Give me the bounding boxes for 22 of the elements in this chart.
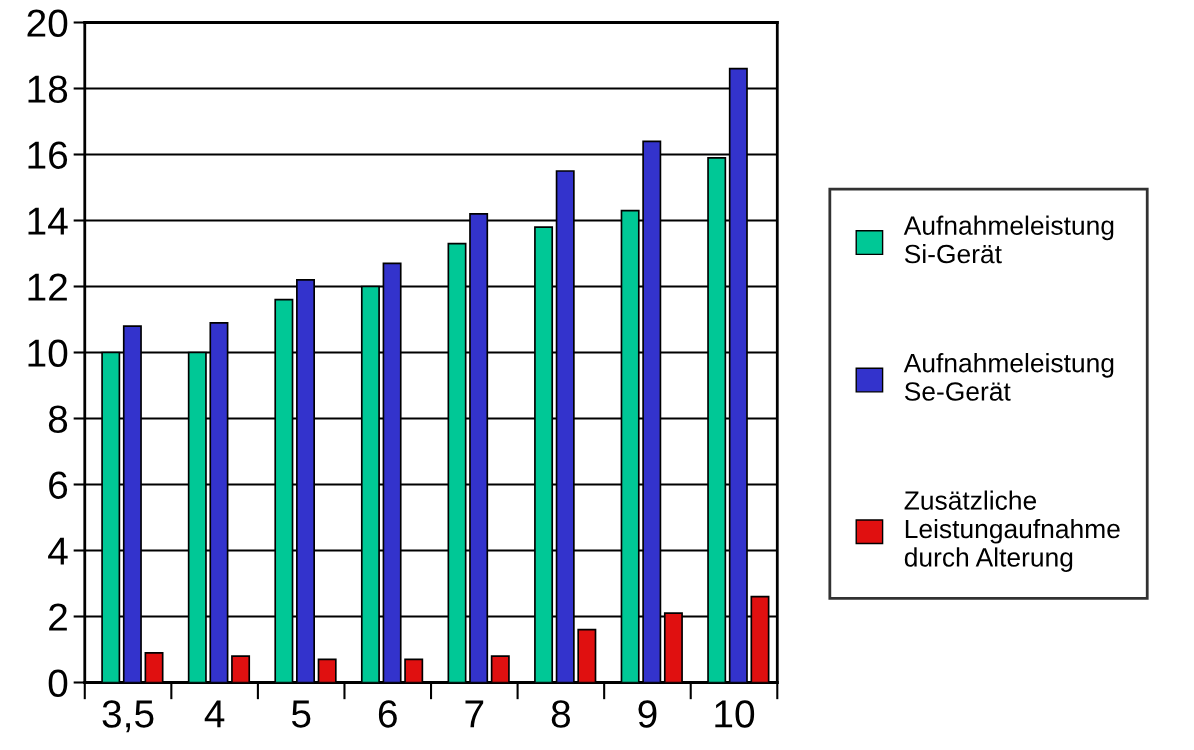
y-tick-label: 14 <box>28 207 68 235</box>
x-tick-label: 8 <box>551 700 571 728</box>
x-tick-label: 5 <box>291 700 311 728</box>
x-tick-label: 9 <box>638 700 657 728</box>
x-tick-label: 10 <box>715 700 755 728</box>
legend-label: Aufnahmeleistung Si-Gerät <box>903 215 1114 264</box>
y-tick-label: 6 <box>49 471 68 499</box>
y-tick-label: 12 <box>28 273 67 301</box>
y-tick-label: 10 <box>28 339 68 367</box>
x-tick-label: 6 <box>378 700 397 728</box>
legend-label: Aufnahmeleistung Se-Gerät <box>903 353 1114 401</box>
y-tick-label: 2 <box>49 603 67 631</box>
y-tick-label: 20 <box>27 9 68 37</box>
y-tick-label: 8 <box>48 405 68 433</box>
x-tick-label: 3,5 <box>102 700 154 733</box>
y-tick-label: 4 <box>48 537 68 565</box>
y-tick-label: 18 <box>28 75 68 103</box>
x-tick-label: 4 <box>204 700 225 728</box>
y-tick-label: 0 <box>48 669 68 697</box>
y-tick-label: 16 <box>28 141 68 169</box>
x-tick-label: 7 <box>465 700 484 728</box>
legend-label: Zusätzliche Leistungaufnahme durch Alterung <box>904 490 1120 572</box>
